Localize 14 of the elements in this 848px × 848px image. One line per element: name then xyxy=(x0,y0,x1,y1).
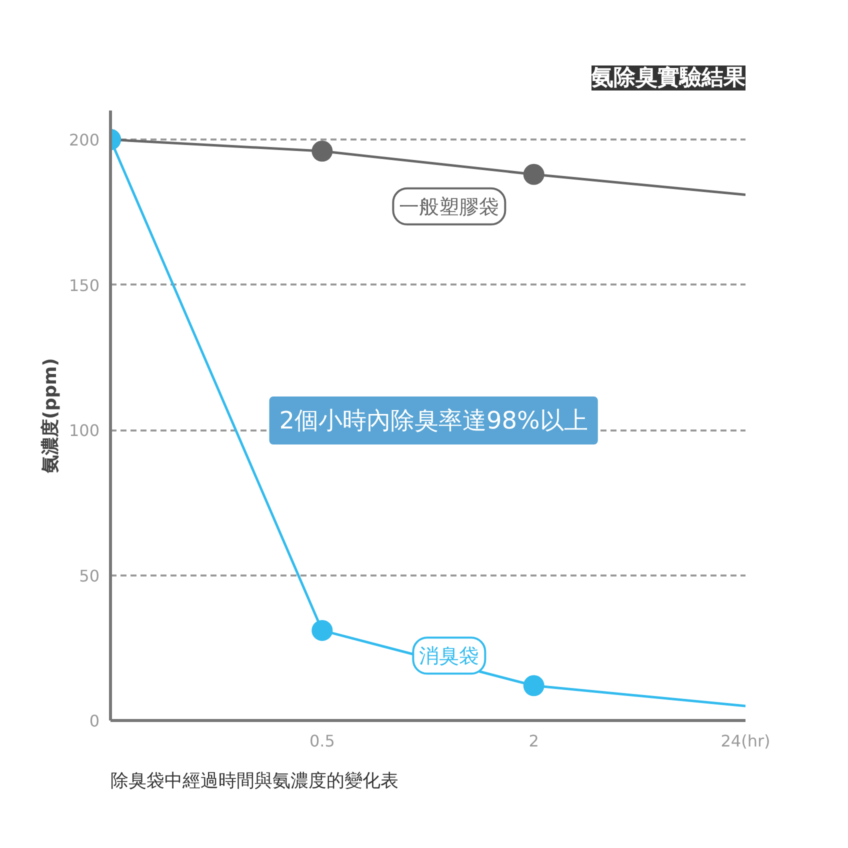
series-label: 消臭袋 xyxy=(419,644,480,668)
y-tick-label: 200 xyxy=(68,130,100,150)
text: 除臭袋中經過時間與氨濃度的變化表 xyxy=(110,770,398,792)
series-label: 一般塑膠袋 xyxy=(399,194,500,218)
y-tick-label: 0 xyxy=(89,712,100,730)
y-tick-label: 150 xyxy=(68,276,100,295)
x-tick-label: 2 xyxy=(528,732,539,750)
y-tick-label: 100 xyxy=(68,421,100,440)
y-axis-title: 氨濃度(ppm) xyxy=(40,358,61,474)
x-tick-label: 24(hr) xyxy=(720,732,770,750)
annotation: 2個小時內除臭率達98%以上 xyxy=(279,406,588,435)
y-tick-label: 50 xyxy=(79,566,100,586)
x-tick-label: 0.5 xyxy=(309,732,335,750)
chart-title: 氨除臭實驗結果 xyxy=(590,66,746,90)
